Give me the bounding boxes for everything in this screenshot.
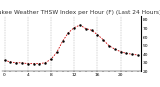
Title: Milwaukee Weather THSW Index per Hour (F) (Last 24 Hours): Milwaukee Weather THSW Index per Hour (F… xyxy=(0,10,160,15)
